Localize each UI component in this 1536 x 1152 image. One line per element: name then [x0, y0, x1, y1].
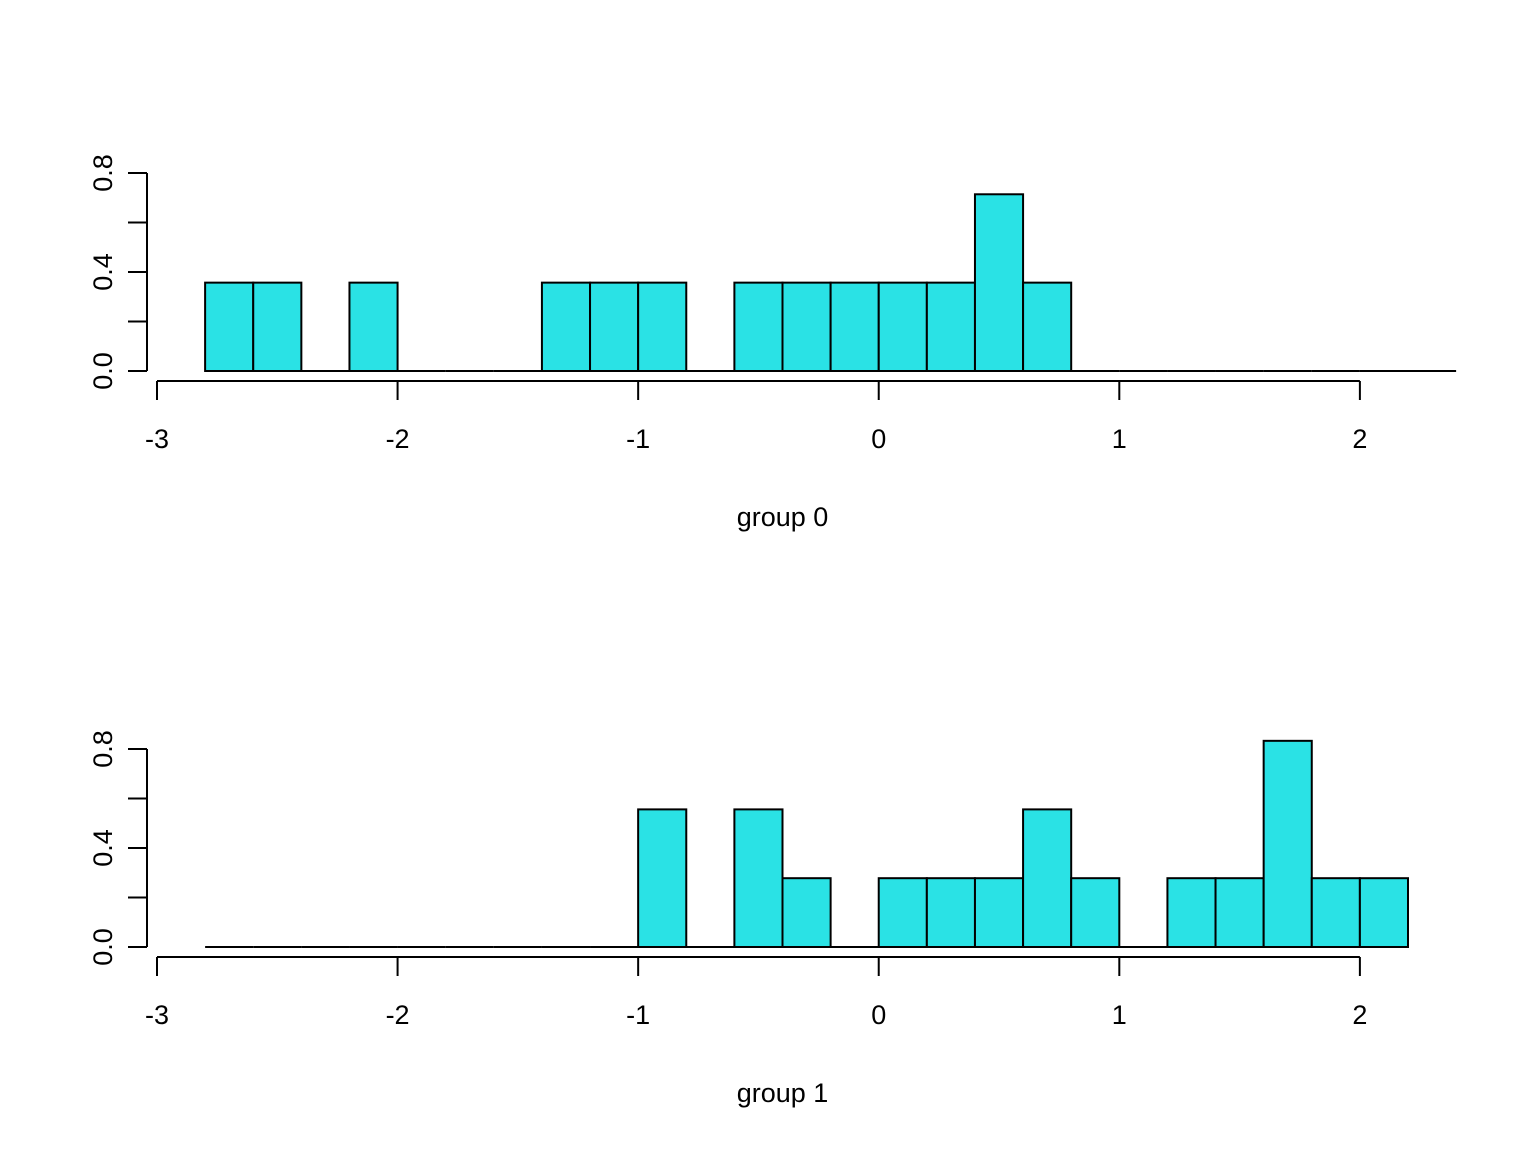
x-tick-label: 2 — [1352, 424, 1367, 454]
y-tick-label: 0.0 — [88, 928, 118, 966]
histogram-bar — [733, 281, 784, 372]
y-tick-label: 0.0 — [88, 352, 118, 390]
histogram-panel-group-1: -3 -2 -1 0 1 2 group 1 0.0 0.4 0.8 — [88, 730, 1410, 1108]
y-tick-label: 0.8 — [88, 730, 118, 768]
x-axis: -3 -2 -1 0 1 2 group 0 — [145, 380, 1367, 532]
x-axis-label: group 0 — [737, 502, 829, 532]
x-axis-label: group 1 — [737, 1078, 829, 1108]
histogram-bar — [877, 877, 928, 949]
histogram-bar — [1358, 877, 1410, 949]
histogram-panel-group-0: -3 -2 -1 0 1 2 group 0 0.0 0.4 0.8 — [88, 154, 1457, 532]
x-tick-label: -2 — [386, 424, 410, 454]
histogram-bar — [1166, 877, 1217, 949]
histogram-bar — [1262, 739, 1313, 949]
y-tick-label: 0.4 — [88, 829, 118, 867]
histogram-bar — [1310, 877, 1361, 949]
x-tick-label: -2 — [386, 1000, 410, 1030]
histogram-bar — [540, 281, 592, 372]
histogram-bar — [733, 808, 784, 949]
x-tick-label: -1 — [626, 424, 650, 454]
histogram-bar — [973, 193, 1025, 372]
y-tick-label: 0.8 — [88, 154, 118, 192]
x-tick-label: -3 — [145, 424, 169, 454]
x-tick-label: -3 — [145, 1000, 169, 1030]
histogram-bar — [637, 281, 688, 372]
histogram-bar — [348, 281, 399, 372]
histogram-bar — [781, 877, 832, 949]
histogram-bar — [252, 281, 303, 372]
histogram-bar — [1022, 281, 1073, 372]
x-axis: -3 -2 -1 0 1 2 group 1 — [145, 956, 1367, 1108]
histogram-bar — [877, 281, 928, 372]
x-tick-label: 0 — [871, 1000, 886, 1030]
y-axis: 0.0 0.4 0.8 — [88, 730, 148, 966]
histogram-bar — [1214, 877, 1265, 949]
histogram-bar — [204, 281, 255, 372]
histogram-bar — [925, 877, 976, 949]
histogram-bar — [589, 281, 640, 372]
histogram-bar — [925, 281, 976, 372]
histogram-bar — [1022, 808, 1073, 949]
y-tick-label: 0.4 — [88, 253, 118, 291]
x-tick-label: 2 — [1352, 1000, 1367, 1030]
y-axis: 0.0 0.4 0.8 — [88, 154, 148, 390]
histogram-bar — [781, 281, 832, 372]
histogram-bar — [637, 808, 688, 949]
x-tick-label: 1 — [1112, 424, 1127, 454]
x-tick-label: 0 — [871, 424, 886, 454]
histogram-bar — [973, 877, 1025, 949]
x-tick-label: -1 — [626, 1000, 650, 1030]
bars — [205, 739, 1410, 949]
bars — [204, 193, 1457, 372]
x-tick-label: 1 — [1112, 1000, 1127, 1030]
histogram-bar — [829, 281, 880, 372]
histogram-bar — [1070, 877, 1121, 949]
